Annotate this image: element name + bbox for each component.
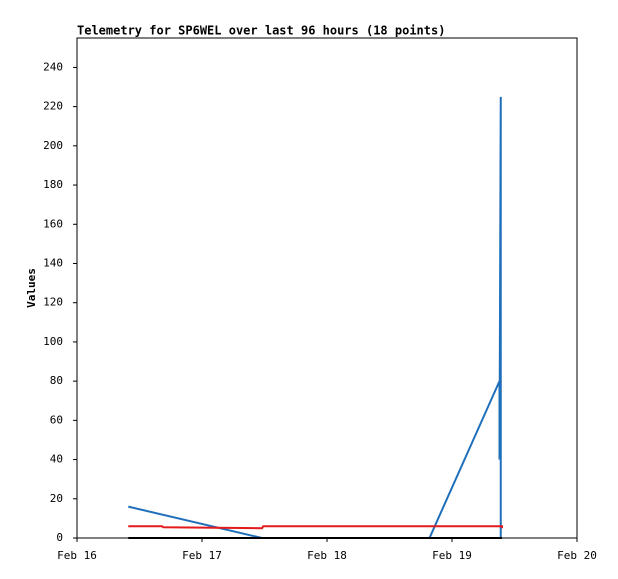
x-tick-label: Feb 17 bbox=[182, 549, 222, 562]
y-tick-label: 80 bbox=[50, 374, 63, 387]
x-tick-label: Feb 18 bbox=[307, 549, 347, 562]
y-tick-label: 160 bbox=[43, 217, 63, 230]
x-tick-label: Feb 16 bbox=[57, 549, 97, 562]
x-tick-label: Feb 19 bbox=[432, 549, 472, 562]
x-tick-label: Feb 20 bbox=[557, 549, 597, 562]
y-axis-label: Values bbox=[25, 268, 38, 308]
y-tick-label: 200 bbox=[43, 139, 63, 152]
series-line bbox=[128, 525, 503, 530]
series-line bbox=[128, 96, 502, 539]
y-tick-label: 220 bbox=[43, 100, 63, 113]
y-tick-label: 240 bbox=[43, 60, 63, 73]
y-tick-label: 60 bbox=[50, 413, 63, 426]
y-tick-label: 100 bbox=[43, 335, 63, 348]
y-tick-label: 40 bbox=[50, 453, 63, 466]
y-tick-label: 120 bbox=[43, 296, 63, 309]
y-tick-label: 20 bbox=[50, 492, 63, 505]
y-tick-label: 140 bbox=[43, 256, 63, 269]
y-tick-label: 0 bbox=[56, 531, 63, 544]
plot-frame bbox=[76, 37, 578, 539]
chart-title: Telemetry for SP6WEL over last 96 hours … bbox=[77, 24, 445, 38]
y-tick-label: 180 bbox=[43, 178, 63, 191]
